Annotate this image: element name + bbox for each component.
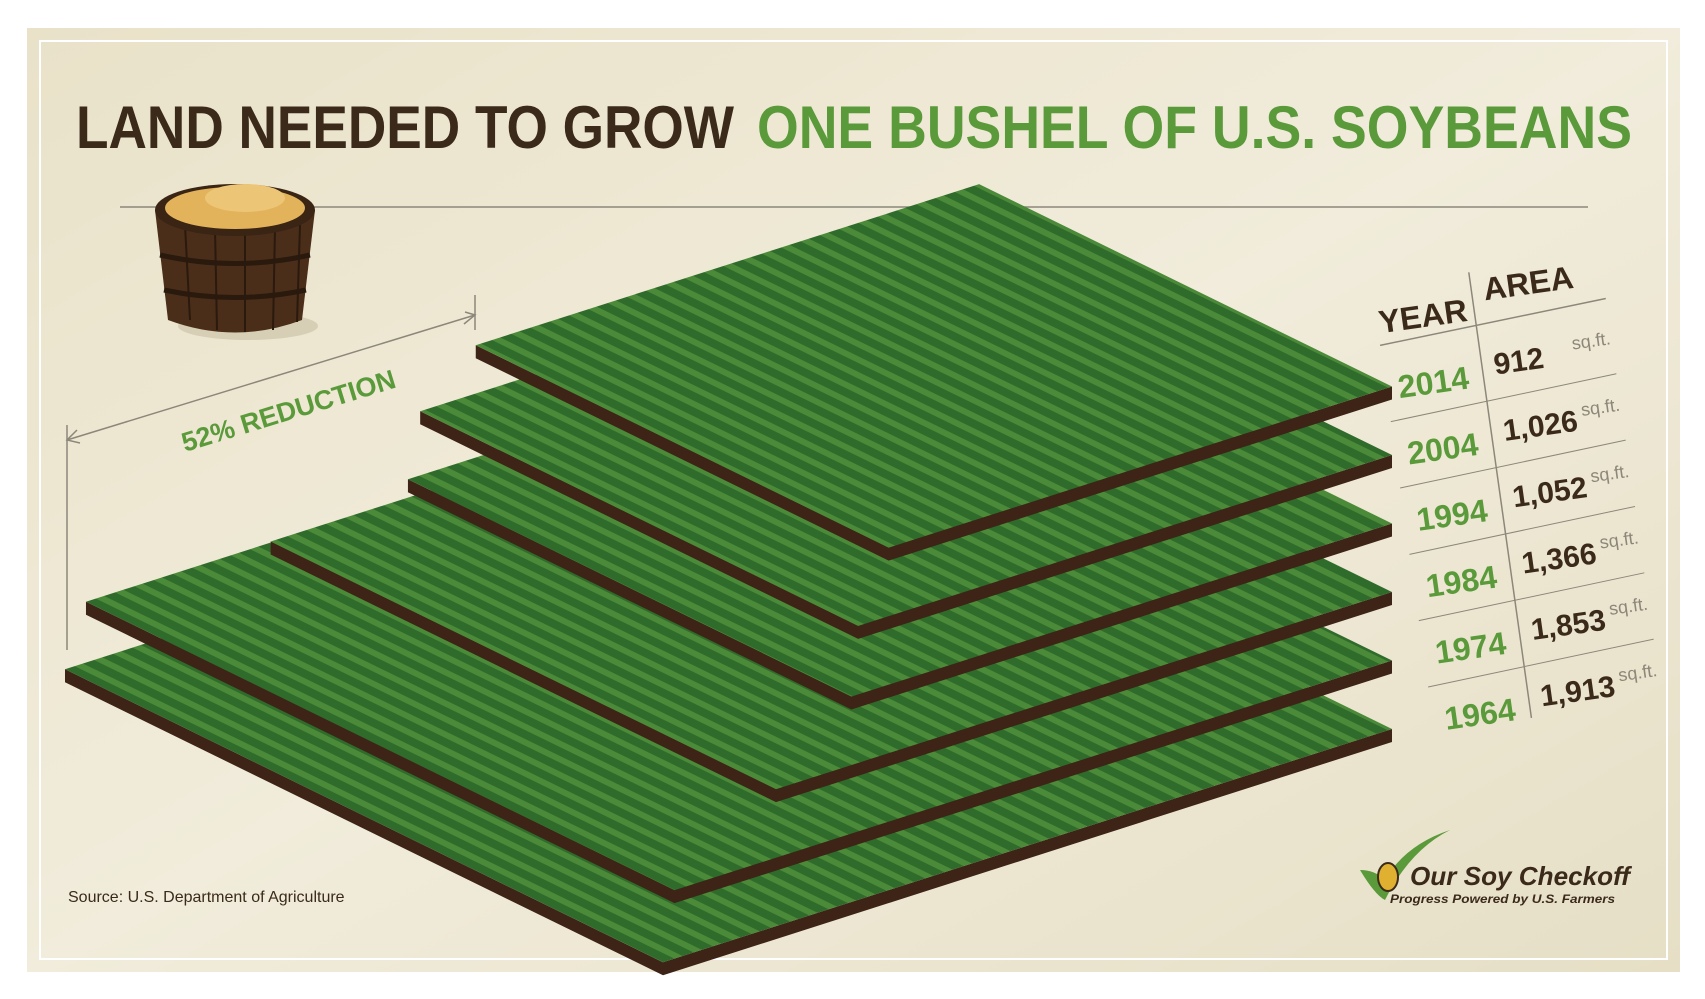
header-rule <box>1379 297 1606 347</box>
plates <box>65 184 1392 976</box>
row-rule <box>1418 572 1645 622</box>
frame <box>39 40 1668 960</box>
logo-tagline: Progress Powered by U.S. Farmers <box>1390 892 1615 906</box>
plate-edge <box>270 541 1392 803</box>
plate-edge <box>65 669 1392 976</box>
plate <box>475 184 1392 561</box>
title-dark: LAND NEEDED TO GROW <box>76 94 734 161</box>
logo-name: Our Soy Checkoff <box>1410 861 1632 891</box>
column-rule <box>1468 272 1533 719</box>
bushel-basket <box>155 184 318 340</box>
plate-edge <box>85 601 1392 904</box>
row-rule <box>1409 505 1636 555</box>
plate-edge <box>475 345 1392 561</box>
row-rule <box>1390 373 1617 423</box>
row-rule <box>1400 439 1626 489</box>
dimension-arrow <box>65 295 477 650</box>
plate-edge <box>407 479 1392 710</box>
plate-top <box>475 184 1392 548</box>
row-rule <box>1428 638 1654 688</box>
logo: Our Soy Checkoff Progress Powered by U.S… <box>1360 830 1632 906</box>
area-label: 912 <box>1492 342 1546 382</box>
plate-edge <box>420 411 1392 639</box>
source: Source: U.S. Department of Agriculture <box>68 889 345 906</box>
title-green: ONE BUSHEL OF U.S. SOYBEANS <box>757 94 1632 161</box>
